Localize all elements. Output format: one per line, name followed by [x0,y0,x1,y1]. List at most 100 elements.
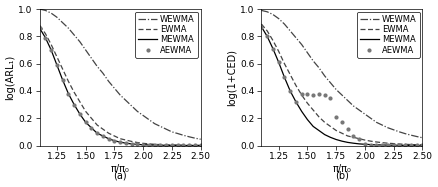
EWMA [282,62,287,65]
EWMA [187,144,192,146]
EWMA [420,144,425,146]
MEWMA [420,144,425,147]
WEWMA [397,131,402,133]
EWMA [334,129,339,132]
AEWMA [66,93,71,95]
MEWMA [339,140,345,142]
EWMA [83,110,88,113]
WEWMA [259,9,264,12]
EWMA [112,135,117,137]
Line: AEWMA: AEWMA [38,27,202,147]
AEWMA [328,97,333,99]
EWMA [60,68,65,70]
EWMA [43,33,48,35]
AEWMA [385,144,391,146]
EWMA [77,101,82,103]
EWMA [339,132,345,134]
MEWMA [187,144,192,147]
MEWMA [192,144,198,147]
WEWMA [385,127,391,129]
EWMA [95,124,100,126]
WEWMA [181,134,186,136]
WEWMA [83,49,88,51]
WEWMA [123,99,128,102]
MEWMA [169,144,174,146]
MEWMA [357,143,362,145]
MEWMA [293,101,299,103]
EWMA [357,138,362,140]
WEWMA [391,129,396,131]
AEWMA [192,144,198,147]
EWMA [322,121,327,123]
WEWMA [158,125,163,128]
EWMA [374,141,379,143]
MEWMA [152,144,157,146]
MEWMA [89,127,94,129]
AEWMA [408,144,413,146]
WEWMA [135,110,140,113]
MEWMA [100,135,106,137]
AEWMA [129,143,134,145]
WEWMA [380,124,385,126]
WEWMA [152,122,157,125]
AEWMA [181,144,186,147]
AEWMA [311,94,316,96]
AEWMA [362,143,367,145]
AEWMA [169,144,174,146]
EWMA [305,102,310,104]
EWMA [146,143,152,145]
AEWMA [420,144,425,146]
WEWMA [351,105,356,107]
EWMA [270,39,276,42]
Line: WEWMA: WEWMA [40,9,201,139]
WEWMA [420,137,425,139]
WEWMA [311,60,316,62]
AEWMA [270,47,276,50]
MEWMA [95,132,100,134]
AEWMA [288,90,293,92]
EWMA [362,139,367,141]
EWMA [311,109,316,111]
EWMA [414,144,419,146]
WEWMA [408,134,413,136]
EWMA [391,142,396,145]
EWMA [49,43,54,46]
MEWMA [181,144,186,147]
Text: (b): (b) [335,170,349,180]
MEWMA [265,35,270,37]
AEWMA [397,144,402,146]
WEWMA [270,13,276,16]
WEWMA [328,82,333,84]
EWMA [198,144,203,147]
EWMA [276,50,281,53]
AEWMA [351,135,356,137]
MEWMA [198,144,203,147]
MEWMA [60,79,65,81]
AEWMA [54,64,60,66]
AEWMA [83,121,88,123]
AEWMA [339,121,345,123]
Y-axis label: log(1+CED): log(1+CED) [227,49,237,106]
Line: EWMA: EWMA [40,25,201,145]
MEWMA [368,143,373,146]
WEWMA [339,94,345,96]
AEWMA [187,144,192,147]
EWMA [385,142,391,144]
MEWMA [328,136,333,138]
WEWMA [362,113,367,115]
EWMA [380,142,385,144]
WEWMA [288,30,293,32]
WEWMA [71,34,77,36]
MEWMA [49,49,54,51]
Line: AEWMA: AEWMA [260,25,424,147]
EWMA [397,143,402,145]
EWMA [117,138,123,140]
MEWMA [129,143,134,145]
WEWMA [403,133,408,135]
EWMA [403,143,408,145]
MEWMA [123,142,128,144]
EWMA [368,140,373,142]
WEWMA [334,88,339,91]
EWMA [163,144,169,146]
WEWMA [117,94,123,96]
